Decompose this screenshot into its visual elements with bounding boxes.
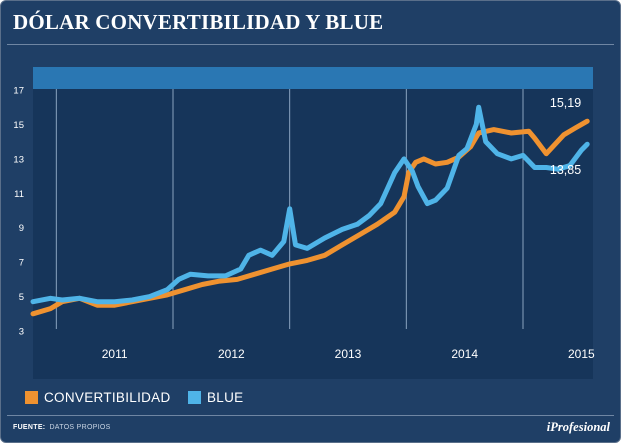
legend-item-blue: BLUE [188,389,243,405]
footer-divider [7,415,614,416]
title-divider [7,44,614,45]
brand-logo: iProfesional [546,420,610,434]
y-tick-label: 7 [19,258,24,269]
chart-title: DÓLAR CONVERTIBILIDAD Y BLUE [13,10,384,34]
annotation-convertibilidad: 15,19 [550,96,581,110]
annotation-blue: 13,85 [550,163,581,177]
legend-label-blue: BLUE [207,389,244,405]
legend-item-convertibilidad: CONVERTIBILIDAD [25,389,171,405]
x-tick-label: 2014 [451,347,478,361]
legend-swatch-blue [188,390,201,404]
y-tick-label: 17 [13,86,24,97]
x-tick-label: 2013 [335,347,362,361]
y-tick-label: 15 [13,120,24,131]
legend-swatch-convertibilidad [25,390,38,404]
x-tick-label: 2015 [568,347,595,361]
plot-area [33,67,593,379]
y-tick-label: 11 [14,189,24,200]
source-note: FUENTE: DATOS PROPIOS [13,424,111,431]
source-text: DATOS PROPIOS [49,424,111,431]
legend-label-convertibilidad: CONVERTIBILIDAD [44,389,171,405]
y-tick-label: 9 [19,223,24,234]
source-label: FUENTE: [13,424,46,431]
series-line-blue [30,104,590,305]
x-tick-label: 2011 [102,347,128,361]
y-tick-label: 3 [19,327,24,338]
y-tick-label: 13 [13,154,24,165]
x-tick-label: 2012 [218,347,245,361]
y-tick-label: 5 [19,292,24,303]
plot-header-band [33,67,593,89]
